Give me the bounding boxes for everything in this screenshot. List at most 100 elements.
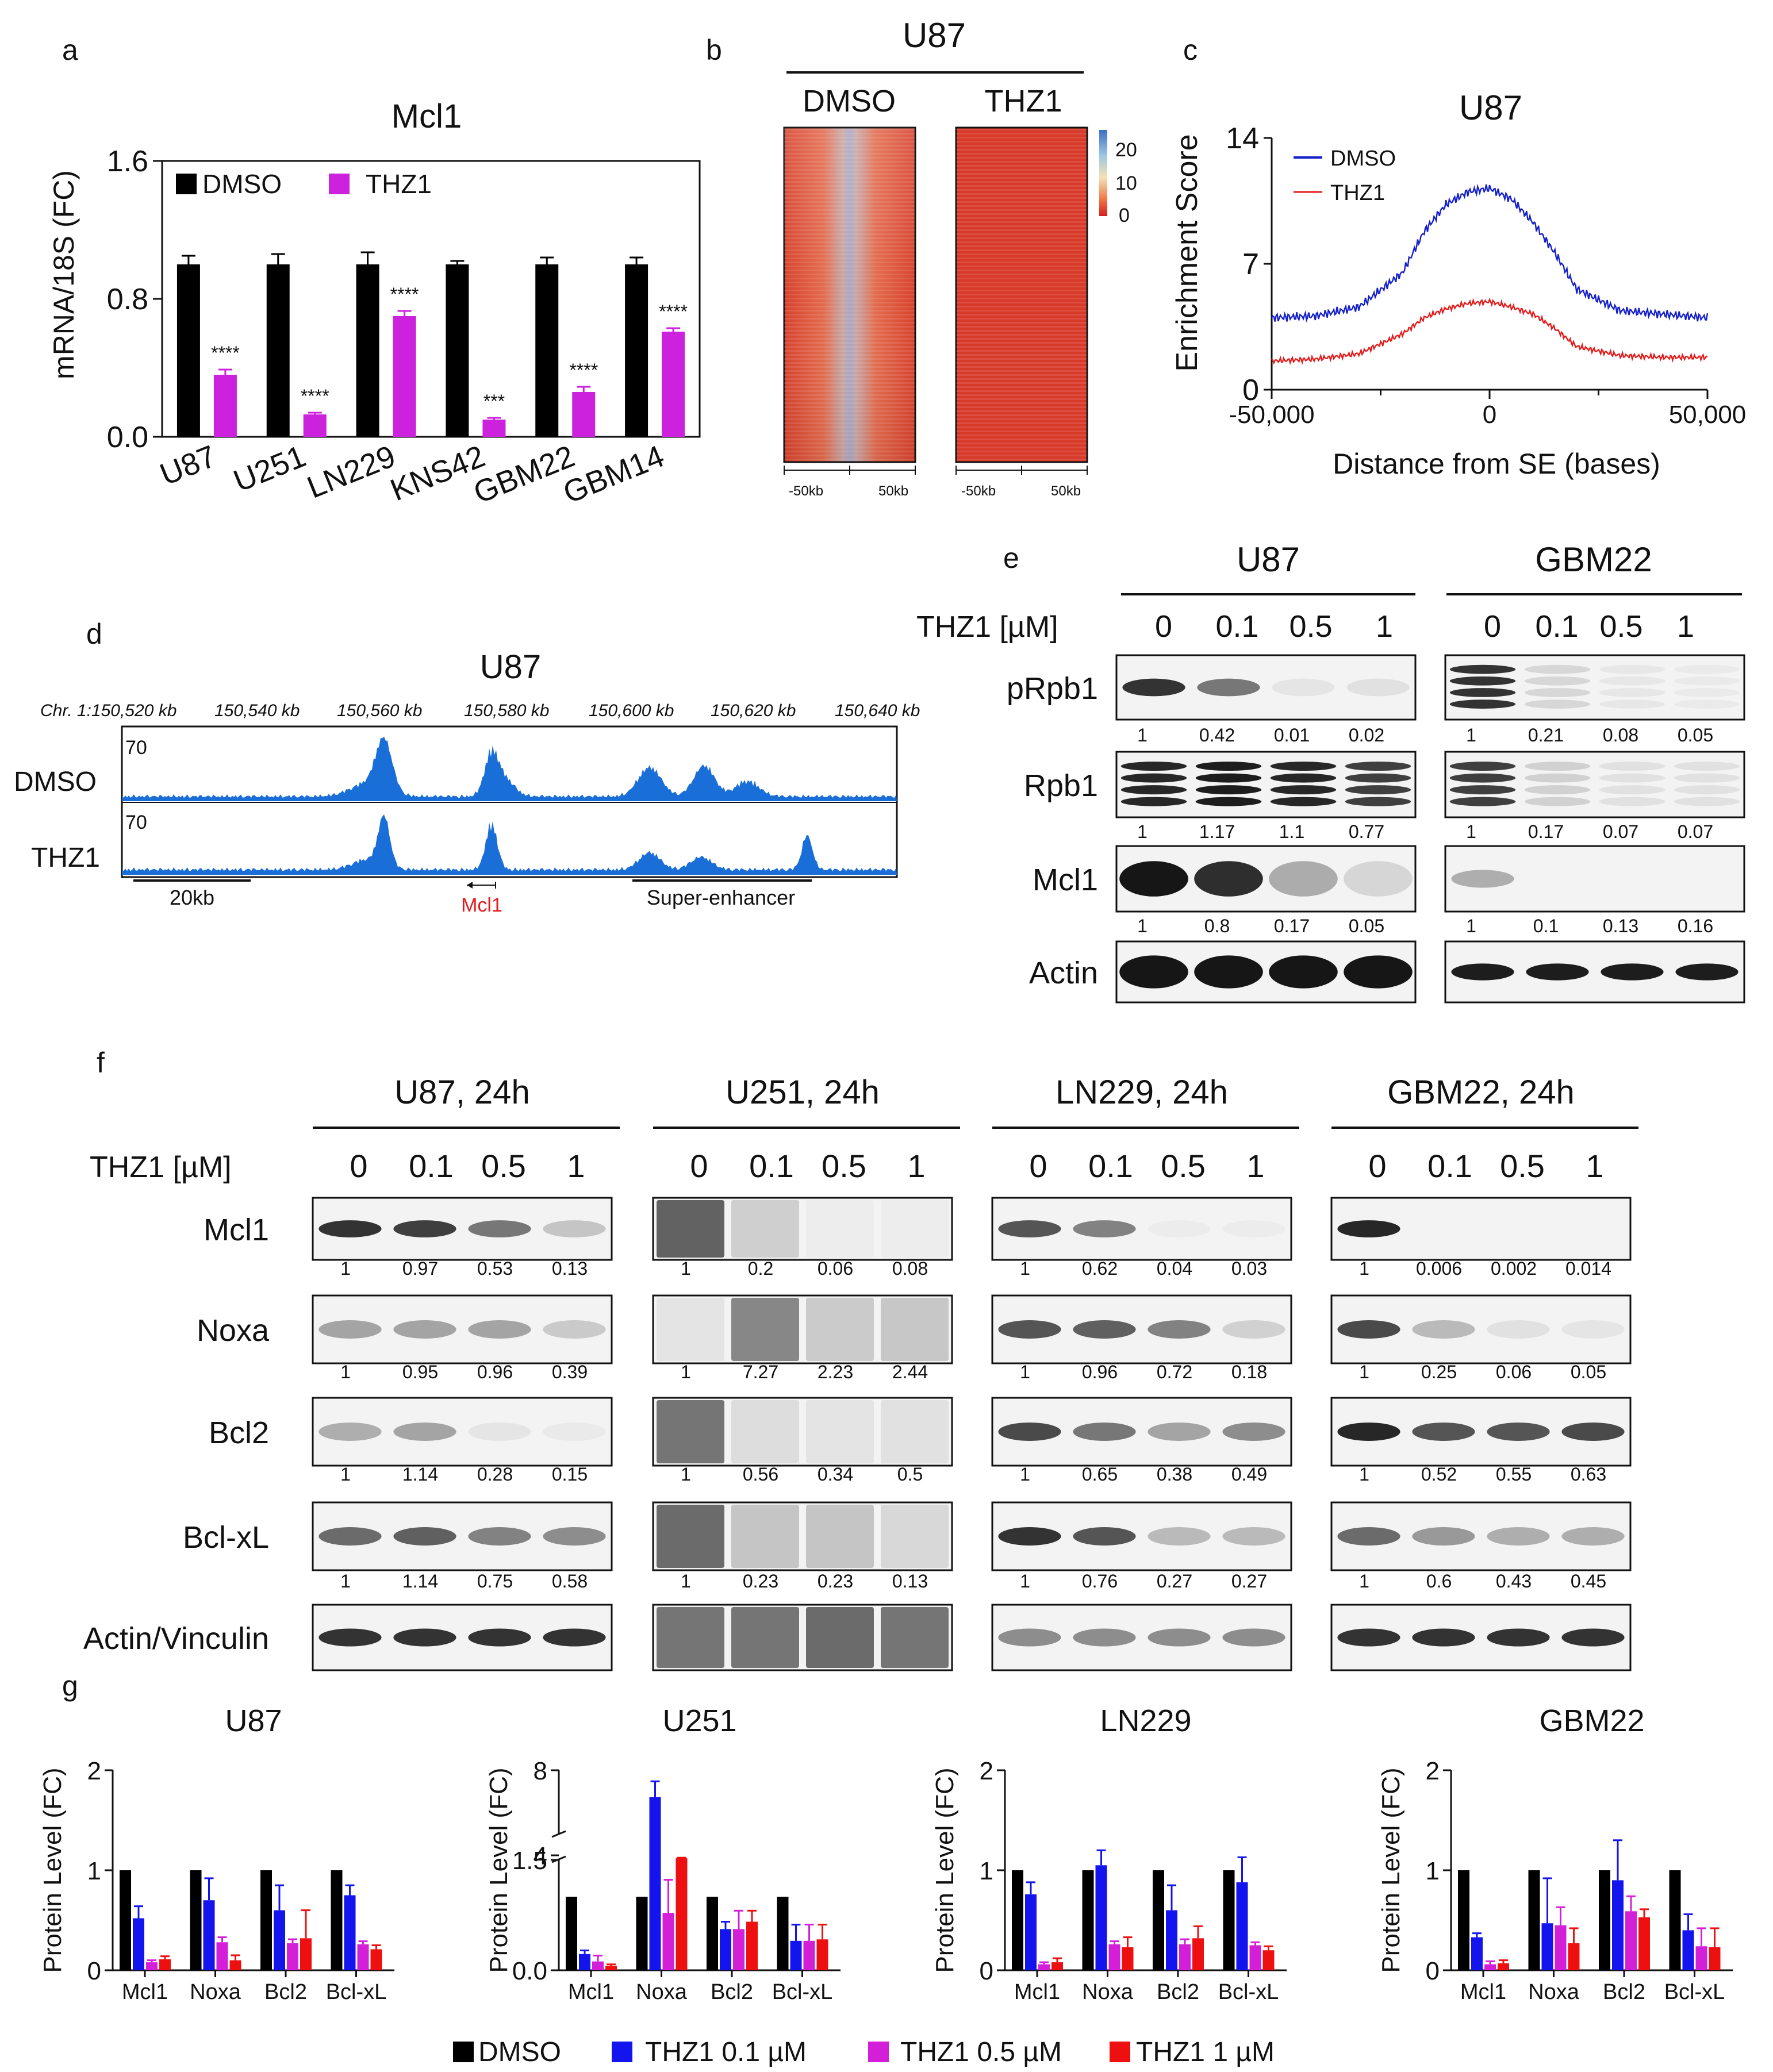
blot-band (318, 1423, 382, 1441)
legend-swatch-thz1-01 (612, 2042, 632, 2062)
band-quant: 1 (1137, 821, 1148, 842)
blot-band (393, 1320, 456, 1339)
blot-band (1148, 1220, 1210, 1237)
blot-band (1270, 785, 1337, 795)
bar-thz1-1-m-mcl1 (1051, 1962, 1063, 1970)
blot-band (1269, 955, 1338, 989)
bar-thz1-u87 (213, 375, 237, 437)
dose-label: 0.1 (1427, 1148, 1472, 1184)
panel-g-chart-grid: U87 Protein Level (FC) 0 1 2 Mcl1 Noxa Bcl2 Bcl-… (39, 1704, 1733, 2004)
coord-label: 150,560 kb (337, 701, 422, 720)
blot-band (881, 1400, 949, 1463)
panel-label-g: g (62, 1670, 78, 1702)
bar-dmso-bcl-xl (777, 1897, 789, 1970)
band-quant: 1 (1020, 1362, 1030, 1382)
blot-band (1345, 762, 1411, 771)
heatmap-colorbar (1099, 130, 1107, 216)
band-quant: 0.1 (1533, 916, 1559, 936)
y-tick-label: 8 (534, 1757, 547, 1785)
band-quant: 0.07 (1678, 821, 1713, 842)
blot-band (806, 1505, 874, 1568)
blot-band (1412, 1527, 1475, 1546)
chart-title-u251: U251 (662, 1704, 736, 1738)
series-line-dmso (1271, 183, 1709, 323)
band-quant: 1 (1137, 916, 1148, 936)
bar-thz1-0-5-m-noxa (216, 1942, 228, 1970)
blot-band (1449, 773, 1516, 783)
blot-band (1449, 688, 1516, 697)
bar-thz1-1-m-mcl1 (1498, 1963, 1509, 1970)
track-max-dmso: 70 (125, 737, 147, 759)
blot-band (1674, 676, 1740, 686)
panel-label-f: f (97, 1047, 105, 1079)
band-quant: 0.65 (1082, 1464, 1118, 1485)
panel-label-d: d (86, 618, 102, 650)
bar-thz1-0-1-m-noxa (203, 1900, 215, 1970)
band-quant: 0.27 (1231, 1571, 1267, 1592)
bar-thz1-0-5-m-mcl1 (146, 1962, 158, 1970)
blot-band (543, 1527, 606, 1546)
band-quant: 0.39 (552, 1362, 588, 1382)
blot-band (1345, 797, 1411, 806)
series-line-thz1 (1271, 297, 1708, 365)
blot-band (1195, 762, 1262, 771)
band-quant: 0.55 (1496, 1464, 1532, 1485)
blot-band (393, 1527, 456, 1546)
panel-b-heatmap: U87 DMSO THZ1 20 10 0 -50kb 50kb -50kb 5… (783, 16, 1137, 499)
dose-label: 1 (1586, 1148, 1603, 1184)
blot-band (1148, 1628, 1211, 1647)
blot-band (1122, 678, 1185, 697)
blot-band (1337, 1220, 1400, 1237)
x-tick-label-noxa: Noxa (1082, 1980, 1134, 2004)
band-quant: 0.2 (748, 1258, 773, 1279)
band-quant: 0.17 (1274, 916, 1310, 936)
blot-band (1599, 664, 1665, 674)
bar-dmso-u87 (176, 264, 200, 437)
bar-thz1-1-m-noxa (229, 1960, 241, 1970)
dose-label: 0 (1155, 609, 1172, 644)
blot-band (657, 1298, 724, 1361)
blot-band (468, 1628, 531, 1647)
blot-band (1524, 785, 1591, 795)
band-quant: 2.23 (818, 1362, 853, 1382)
blot-band (998, 1423, 1061, 1441)
bar-thz1-0-5-m-bcl-xl (1249, 1945, 1261, 1970)
dose-label: 0.5 (1599, 609, 1642, 644)
heatmap-col-thz1: THZ1 (985, 84, 1062, 118)
band-quant: 1 (1466, 725, 1476, 745)
band-quant: 0.52 (1421, 1464, 1457, 1485)
dose-label: 0.5 (1500, 1148, 1545, 1184)
blot-band (731, 1400, 799, 1463)
bar-thz1-0-5-m-mcl1 (1484, 1964, 1496, 1970)
band-quant: 1 (340, 1464, 351, 1485)
x-tick-label-mcl1: Mcl1 (1460, 1980, 1506, 2004)
x-tick-label-u87: U87 (155, 439, 221, 492)
blot-band (1674, 762, 1740, 771)
blot-band (1337, 1628, 1400, 1647)
blot-band (393, 1628, 456, 1647)
legend-swatch-thz1 (329, 174, 350, 194)
chart-title-ln229: LN229 (1100, 1704, 1191, 1738)
y-tick-label: 0 (980, 1957, 993, 1985)
blot-header-ln229-24h: LN229, 24h (1056, 1074, 1228, 1111)
y-tick-label: 4 (534, 1842, 547, 1870)
blot-band (1337, 1320, 1400, 1339)
legend-label-thz1-01: THZ1 0.1 µM (645, 2037, 807, 2067)
band-quant: 1 (1020, 1464, 1030, 1485)
blot-band (468, 1527, 531, 1546)
bar-thz1-1-m-noxa (676, 1858, 688, 1970)
x-tick-label-noxa: Noxa (1528, 1980, 1580, 2004)
band-quant: 0.15 (552, 1464, 588, 1485)
panel-f-blot-grid: Mcl1 Noxa Bcl2 Bcl-xL Actin/Vinculin U87, 24h… (83, 1074, 1638, 1671)
bar-thz1-1-m-bcl2 (746, 1921, 758, 1970)
legend-label-thz1: THZ1 (366, 169, 432, 199)
blot-band (1524, 762, 1591, 771)
blot-band (1599, 762, 1665, 771)
bar-thz1-0-5-m-bcl2 (287, 1943, 298, 1970)
blot-band (1120, 773, 1187, 783)
panel-a-title: Mcl1 (392, 98, 462, 135)
blot-band (1451, 870, 1514, 888)
panel-c-ylabel: Enrichment Score (1171, 134, 1204, 371)
x-tick-label-mcl1: Mcl1 (1014, 1980, 1060, 2004)
bar-dmso-bcl2 (260, 1870, 272, 1970)
